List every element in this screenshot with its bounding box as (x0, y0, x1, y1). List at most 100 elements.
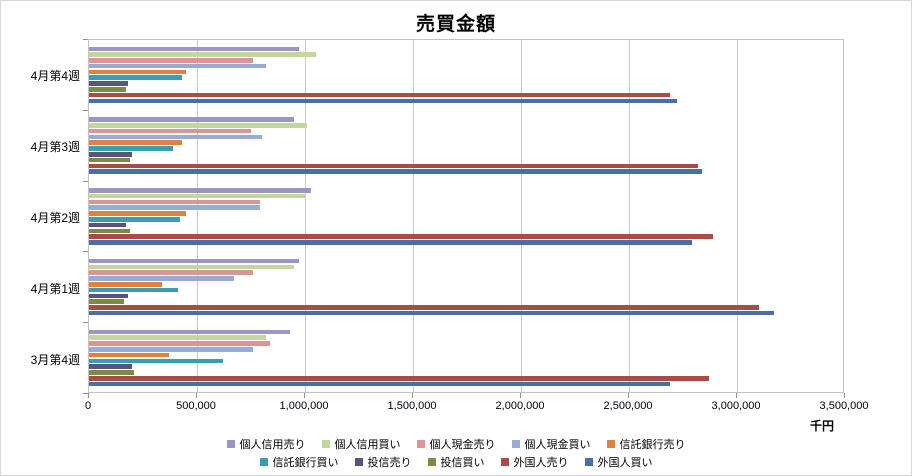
bar-investment-trust-buy (89, 157, 131, 163)
y-axis-label: 4月第4週 (30, 69, 80, 84)
y-axis-label: 4月第3週 (30, 140, 80, 155)
bar-trust-bank-sell (89, 282, 163, 287)
y-axis-label: 3月第4週 (30, 352, 80, 367)
gridline (197, 40, 198, 392)
bar-individual-margin-buy (89, 123, 308, 128)
legend-marker (226, 439, 235, 448)
bar-investment-trust-sell (89, 151, 133, 157)
bar-investment-trust-sell (89, 81, 128, 86)
legend-marker (500, 457, 509, 466)
bar-foreigner-buy (89, 240, 692, 245)
bar-foreigner-buy (89, 310, 774, 316)
bar-trust-bank-buy (89, 146, 174, 151)
bar-individual-margin-sell (89, 329, 290, 335)
legend-label: 信託銀行売り (619, 438, 686, 451)
bar-individual-margin-buy (89, 52, 316, 57)
x-axis-label: 2,500,000 (603, 400, 653, 412)
bar-investment-trust-sell (89, 222, 126, 228)
bar-individual-margin-buy (89, 193, 305, 199)
bar-foreigner-sell (89, 163, 699, 169)
x-axis-tick (520, 393, 521, 398)
legend-marker (584, 457, 593, 466)
chart-title: 売買金額 (415, 14, 496, 35)
bar-individual-cash-sell (89, 199, 260, 205)
bar-individual-margin-buy (89, 264, 295, 270)
bar-individual-margin-sell (89, 258, 299, 264)
bar-individual-cash-sell (89, 58, 254, 63)
legend-marker (416, 439, 425, 448)
legend-item-individual-margin-sell: 個人信用売り (226, 436, 306, 452)
bar-investment-trust-buy (89, 299, 124, 304)
gridline (737, 40, 738, 392)
y-axis-tick (83, 251, 88, 252)
axis-unit-label: 千円 (809, 419, 834, 433)
x-axis-label: 1,500,000 (387, 400, 437, 412)
bar-trust-bank-sell (89, 69, 187, 75)
y-axis-tick (83, 322, 88, 323)
bar-foreigner-sell (89, 375, 709, 381)
bar-individual-margin-sell (89, 46, 299, 52)
legend-label: 個人現金買い (524, 438, 591, 451)
x-axis-label: 1,000,000 (279, 400, 329, 412)
x-axis-label: 2,000,000 (495, 400, 545, 412)
bar-trust-bank-sell (89, 352, 169, 358)
legend-marker (427, 457, 436, 466)
bar-trust-bank-buy (89, 287, 178, 293)
x-axis-label: 3,000,000 (711, 400, 761, 412)
legend-item-individual-cash-sell: 個人現金売り (416, 436, 496, 452)
bar-individual-cash-buy (89, 134, 262, 140)
bar-foreigner-buy (89, 381, 671, 387)
bar-individual-cash-sell (89, 128, 251, 134)
legend-item-trust-bank-sell: 信託銀行売り (606, 436, 686, 452)
bar-foreigner-buy (89, 169, 703, 174)
bar-individual-cash-buy (89, 347, 254, 352)
x-axis-tick (628, 393, 629, 398)
plot-area (88, 39, 844, 393)
legend-item-investment-trust-buy: 投信買い (427, 454, 485, 470)
x-axis-label: 0 (84, 400, 92, 412)
legend-item-foreigner-buy: 外国人買い (584, 454, 653, 470)
bar-trust-bank-sell (89, 140, 182, 145)
bar-foreigner-sell (89, 92, 671, 98)
y-axis-tick (83, 393, 88, 394)
legend-label: 個人信用買い (334, 438, 401, 451)
y-axis-tick (83, 181, 88, 182)
bar-individual-cash-sell (89, 341, 271, 346)
bar-foreigner-sell (89, 305, 759, 310)
y-axis-tick (83, 110, 88, 111)
legend-item-foreigner-sell: 外国人売り (500, 454, 569, 470)
legend-item-individual-cash-buy: 個人現金買い (511, 436, 591, 452)
x-axis-tick (196, 393, 197, 398)
gridline (629, 40, 630, 392)
legend-label: 信託銀行買い (272, 456, 339, 469)
legend-label: 投信売り (367, 456, 412, 469)
bar-individual-cash-buy (89, 205, 260, 211)
bar-foreigner-buy (89, 98, 677, 104)
legend-marker (511, 439, 520, 448)
legend-item-investment-trust-sell: 投信売り (354, 454, 412, 470)
x-axis-label: 3,500,000 (819, 400, 869, 412)
gridline (413, 40, 414, 392)
bar-individual-cash-sell (89, 270, 254, 276)
legend: 個人信用売り 個人信用買い 個人現金売り 個人現金買い 信託銀行売り信託銀行買い 投信売り… (1, 436, 911, 472)
x-axis-tick (412, 393, 413, 398)
legend-label: 外国人買い (597, 456, 653, 469)
x-axis-tick (304, 393, 305, 398)
legend-label: 投信買い (440, 456, 485, 469)
bar-individual-cash-buy (89, 63, 267, 69)
legend-marker (354, 457, 363, 466)
bar-foreigner-sell (89, 234, 714, 239)
legend-label: 外国人売り (513, 456, 569, 469)
gridline (305, 40, 306, 392)
bar-investment-trust-buy (89, 86, 126, 92)
legend-marker (606, 439, 615, 448)
bar-investment-trust-sell (89, 364, 133, 369)
bar-investment-trust-sell (89, 293, 128, 299)
bar-individual-margin-buy (89, 335, 267, 341)
bar-individual-cash-buy (89, 276, 234, 281)
y-axis-label: 4月第2週 (30, 211, 80, 225)
legend-marker (259, 457, 268, 466)
legend-row: 個人信用売り 個人信用買い 個人現金売り 個人現金買い 信託銀行売り (1, 436, 911, 451)
bar-investment-trust-buy (89, 370, 135, 375)
